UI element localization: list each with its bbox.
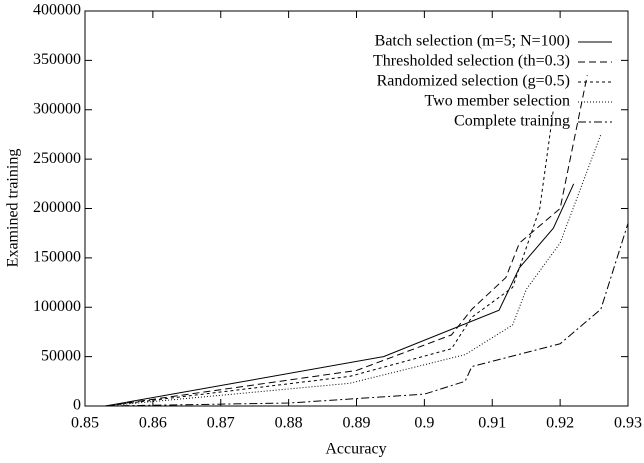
y-axis-label: Examined training — [5, 149, 22, 268]
x-axis-label: Accuracy — [325, 441, 386, 458]
x-tick-label: 0.87 — [207, 415, 235, 432]
y-tick-label: 0 — [73, 397, 81, 414]
legend-label: Thresholded selection (th=0.3) — [373, 53, 570, 70]
series-line — [105, 223, 629, 407]
y-tick-label: 200000 — [33, 199, 81, 216]
x-tick-label: 0.92 — [546, 415, 574, 432]
x-tick-label: 0.85 — [71, 415, 99, 432]
y-tick-label: 250000 — [33, 150, 81, 167]
legend-label: Batch selection (m=5; N=100) — [375, 33, 570, 50]
x-tick-label: 0.88 — [275, 415, 303, 432]
y-tick-label: 50000 — [41, 347, 81, 364]
series-line — [105, 109, 554, 407]
legend-label: Complete training — [454, 113, 570, 130]
y-tick-label: 400000 — [33, 2, 81, 19]
y-tick-label: 300000 — [33, 100, 81, 117]
legend-label: Two member selection — [425, 93, 571, 110]
legend-label: Randomized selection (g=0.5) — [377, 73, 570, 90]
x-tick-label: 0.9 — [414, 415, 434, 432]
x-tick-label: 0.86 — [139, 415, 167, 432]
series-line — [105, 75, 588, 407]
x-tick-label: 0.93 — [614, 415, 642, 432]
x-tick-label: 0.89 — [343, 415, 371, 432]
x-tick-label: 0.91 — [478, 415, 506, 432]
y-tick-label: 100000 — [33, 298, 81, 315]
series-line — [105, 183, 575, 407]
y-tick-label: 350000 — [33, 51, 81, 68]
series-line — [105, 134, 602, 407]
y-tick-label: 150000 — [33, 249, 81, 266]
plot-frame — [84, 10, 629, 407]
